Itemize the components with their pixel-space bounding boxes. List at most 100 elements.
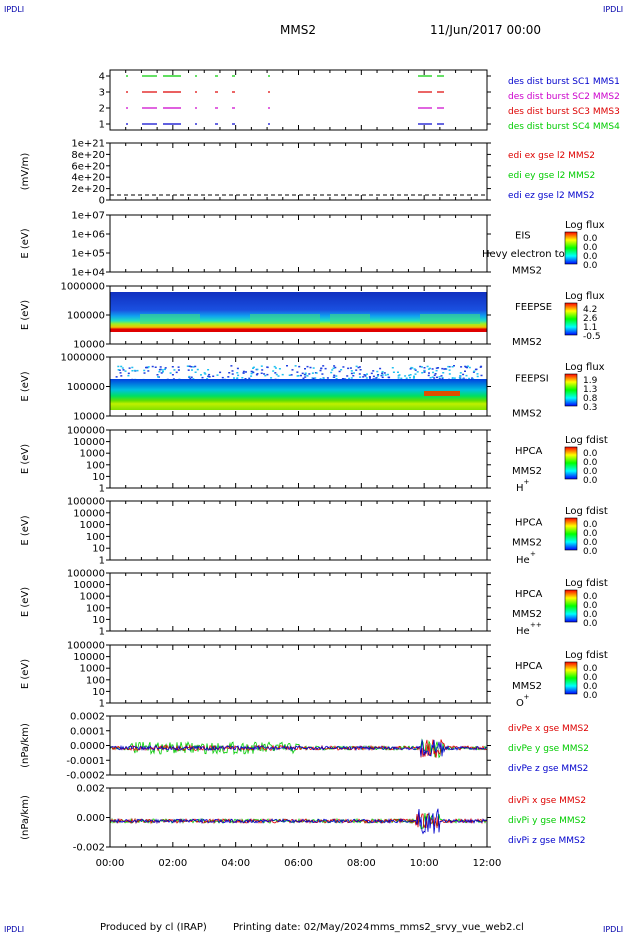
feepsi-speck — [252, 367, 254, 369]
y-tick-label: 1000 — [80, 520, 105, 531]
colorbar-tick-label: 0.0 — [583, 619, 598, 629]
feepsi-speck — [426, 365, 429, 368]
feepsi-speck — [302, 377, 305, 380]
colorbar — [564, 373, 578, 407]
feepsi-speck — [369, 377, 371, 379]
feepsi-speck — [464, 370, 466, 372]
feepsi-speck — [188, 375, 191, 378]
feepsi-speck — [427, 368, 430, 370]
feepsi-speck — [127, 374, 130, 377]
feepsi-speck — [248, 377, 251, 380]
feepsi-speck — [431, 368, 434, 370]
series-line-2 — [109, 739, 488, 757]
panel-p3: 1e+07 1e+06 1e+05 1e+04 E (eV) EIS MMS2 Hevy el… — [20, 211, 605, 279]
spacecraft-label: MMS2 — [512, 609, 542, 620]
y-tick-label: 2e+20 — [71, 184, 105, 195]
feepsi-speck — [433, 377, 436, 379]
feepsi-speck — [303, 373, 306, 376]
colorbar-tick-label: 0.0 — [583, 610, 598, 620]
feepsi-speck — [376, 375, 379, 377]
feepse-patch — [420, 314, 480, 324]
feepse-patch — [140, 314, 200, 324]
feepsi-speck — [162, 371, 164, 373]
y-tick-label: 0.0002 — [70, 712, 105, 723]
feepsi-speck — [353, 372, 355, 374]
y-axis-label: (nPa/km) — [20, 723, 31, 768]
series-line-0 — [109, 813, 488, 830]
feepsi-speck — [320, 367, 323, 370]
feepsi-speck — [459, 372, 462, 374]
feepsi-speck — [451, 378, 454, 380]
colorbar-title: Log flux — [565, 362, 605, 373]
feepsi-speck — [236, 377, 239, 379]
feepsi-speck — [372, 375, 375, 378]
feepsi-speck — [189, 365, 192, 368]
feepsi-speck — [190, 376, 193, 378]
feepsi-speck — [476, 373, 479, 375]
species-label: He — [516, 626, 530, 637]
spacecraft-label: MMS2 — [512, 409, 542, 420]
y-tick-label: 100 — [86, 603, 105, 614]
colorbar-tick-label: -0.5 — [583, 332, 601, 342]
panel-p10: 0.0002 0.0001 0.0000 -0.0001 -0.0002 (nPa/km)… — [20, 712, 589, 782]
legend-entry: divPe z gse MMS2 — [508, 764, 588, 774]
feepsi-speck — [466, 365, 469, 367]
feepsi-speck — [404, 375, 407, 377]
feepsi-speck — [419, 365, 422, 368]
y-tick-label: 4e+20 — [71, 173, 105, 184]
feepsi-speck — [228, 372, 231, 374]
panel-frame — [109, 214, 488, 273]
feepsi-speck — [370, 372, 373, 375]
colorbar-tick-label: 0.0 — [583, 592, 598, 602]
y-tick-label: 10000 — [73, 412, 105, 423]
feepsi-speck — [192, 366, 195, 368]
feepsi-speck — [212, 375, 215, 377]
panel-frame — [109, 69, 488, 131]
legend-entry: des dist burst SC3 MMS3 — [508, 107, 620, 117]
instrument-label: HPCA — [515, 518, 543, 529]
y-tick-label: -0.002 — [73, 843, 105, 854]
feepsi-speck — [383, 372, 386, 374]
feepsi-speck — [480, 374, 483, 377]
overlay-text: Hevy electron to — [482, 249, 565, 260]
colorbar-title: Log fdist — [565, 435, 608, 446]
colorbar-tick-label: 0.0 — [583, 520, 598, 530]
y-tick-label: 1000 — [80, 592, 105, 603]
feepsi-speck — [263, 373, 266, 375]
feepsi-speck — [465, 374, 468, 377]
feepsi-speck — [131, 366, 134, 369]
feepsi-speck — [207, 375, 210, 378]
y-tick-label: 10000 — [73, 437, 105, 448]
feepsi-speck — [387, 373, 389, 376]
feepsi-speck — [460, 366, 463, 368]
feepsi-speck — [187, 369, 190, 371]
panel-frame — [109, 572, 488, 632]
feepsi-speck — [322, 365, 325, 367]
colorbar-tick-label: 0.0 — [583, 449, 598, 459]
feepsi-speck — [250, 372, 253, 375]
colorbar-title: Log fdist — [565, 650, 608, 661]
feepsi-speck — [333, 376, 336, 378]
colorbar-tick-label: 0.0 — [583, 234, 598, 244]
y-axis-label: E (eV) — [20, 371, 31, 401]
feepsi-speck — [194, 371, 197, 373]
feepsi-speck — [286, 365, 288, 367]
feepsi-speck — [160, 372, 163, 374]
feepsi-speck — [201, 376, 204, 379]
feepse-patch — [330, 314, 370, 324]
y-tick-label: 8e+20 — [71, 150, 105, 161]
feepsi-speck — [458, 376, 461, 379]
feepsi-speck — [412, 377, 415, 379]
feepsi-speck — [376, 370, 379, 373]
feepsi-speck — [120, 365, 123, 368]
legend-entry: edi ez gse l2 MMS2 — [508, 191, 595, 201]
panel-frame — [109, 500, 488, 561]
spacecraft-label: MMS2 — [512, 337, 542, 348]
feepsi-speck — [294, 365, 297, 367]
feepsi-speck — [331, 369, 334, 371]
feepsi-speck — [306, 365, 309, 368]
feepsi-speck — [398, 374, 401, 376]
